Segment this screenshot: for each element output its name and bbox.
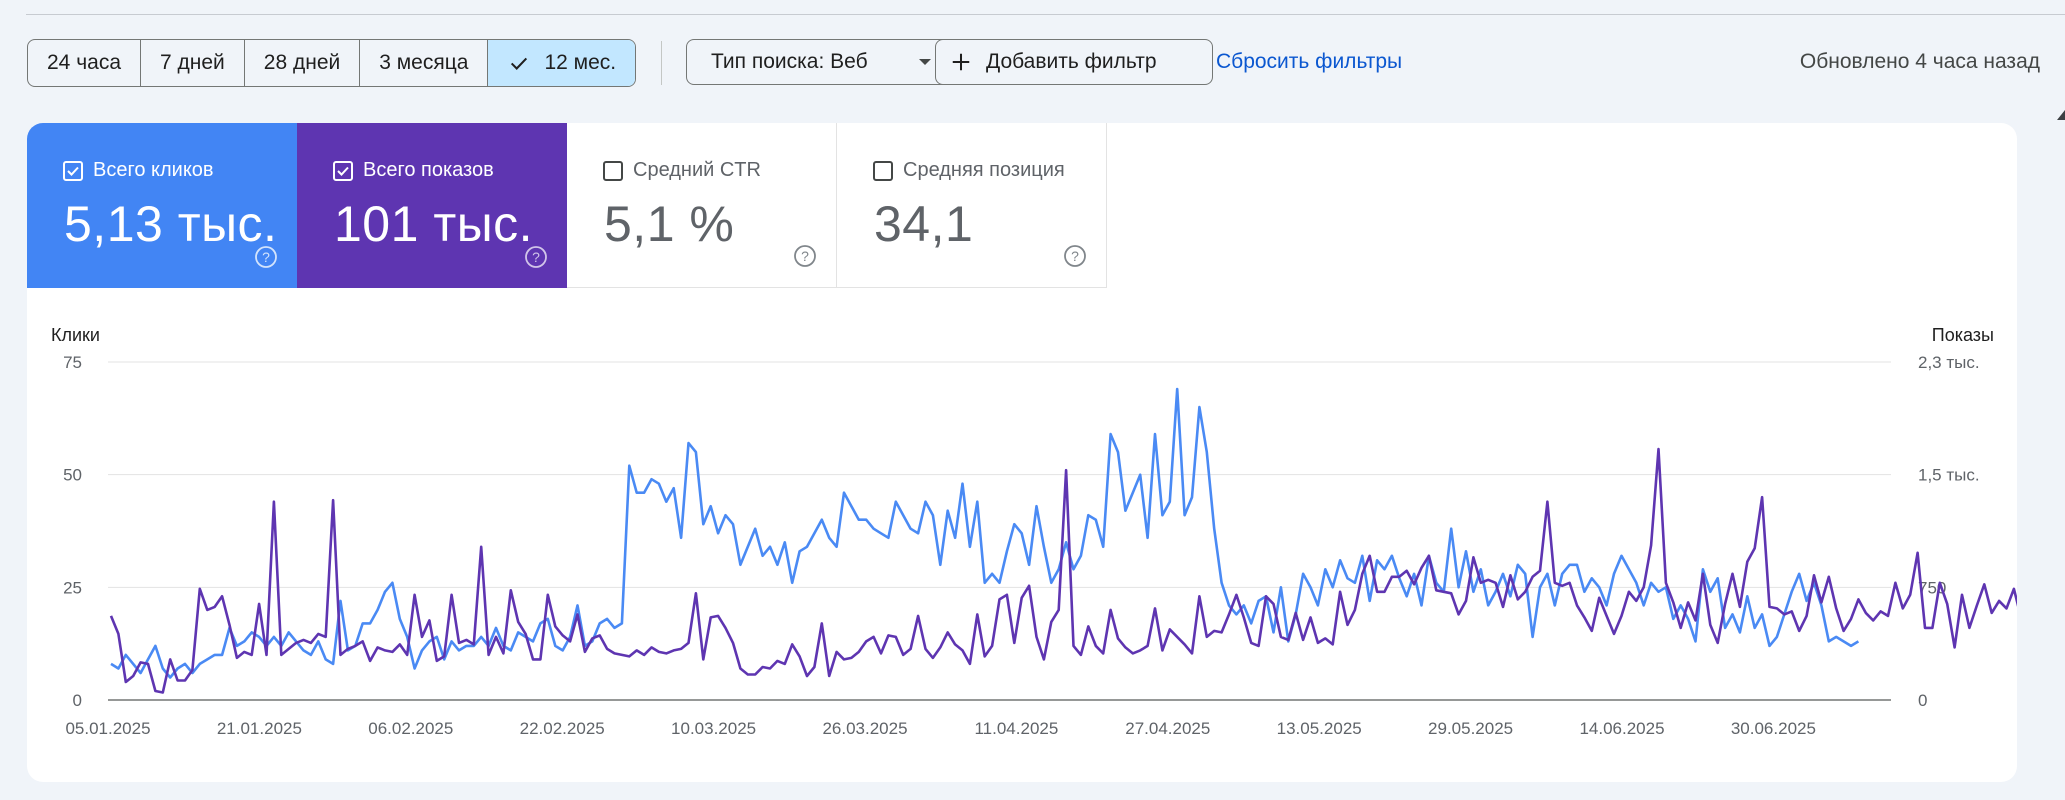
y-tick-label-left: 75 [63,353,82,372]
metric-label: Всего показов [363,159,494,181]
updated-status: Обновлено 4 часа назад [1799,50,2040,73]
chevron-down-icon [919,59,931,65]
range-3m-label: 3 месяца [379,51,469,74]
metric-card-impressions[interactable]: Всего показов 101 тыс. ? [297,123,567,288]
checkbox-checked-icon[interactable] [63,160,83,181]
plus-icon [952,53,970,71]
metric-label-row: Средний CTR [603,159,761,182]
search-type-dropdown[interactable]: Тип поиска: Веб [686,39,950,85]
svg-text:?: ? [532,249,540,265]
x-tick-label: 27.04.2025 [1125,719,1210,738]
y-tick-label-left: 25 [63,578,82,597]
range-28d[interactable]: 28 дней [245,40,361,86]
check-icon [511,57,528,70]
metric-label: Средняя позиция [903,159,1065,181]
top-divider [26,14,2065,15]
range-3m[interactable]: 3 месяца [360,40,489,86]
search-type-label: Тип поиска: Веб [711,50,868,73]
metric-value: 101 тыс. [334,196,534,252]
x-tick-label: 30.06.2025 [1731,719,1816,738]
metric-label: Всего кликов [93,159,214,181]
add-filter-button[interactable]: Добавить фильтр [935,39,1213,85]
x-tick-label: 13.05.2025 [1277,719,1362,738]
svg-text:?: ? [1071,248,1079,264]
range-12m-label: 12 мес. [544,51,617,74]
reset-filters-link[interactable]: Сбросить фильтры [1216,50,1403,73]
metric-card-position[interactable]: Средняя позиция 34,1 ? [837,123,1107,288]
x-tick-label: 29.05.2025 [1428,719,1513,738]
x-tick-label: 11.04.2025 [974,719,1058,738]
x-tick-label: 22.02.2025 [520,719,605,738]
y-tick-label-left: 0 [73,691,82,710]
range-12m[interactable]: 12 мес. [488,40,636,86]
x-tick-label: 21.01.2025 [217,719,302,738]
toolbar-divider [661,41,662,85]
y-axis-title-right: Показы [1932,325,1994,345]
range-7d[interactable]: 7 дней [141,40,245,86]
checkbox-checked-icon[interactable] [333,160,353,181]
add-filter-label: Добавить фильтр [986,50,1157,73]
series-line-impressions [109,447,2017,694]
date-toolbar: 24 часа 7 дней 28 дней 3 месяца 12 мес. … [27,39,2045,87]
x-tick-label: 05.01.2025 [65,719,150,738]
metric-label: Средний CTR [633,159,761,181]
metric-value: 34,1 [874,196,974,252]
y-tick-label-right: 0 [1918,691,1927,710]
date-range-selector: 24 часа 7 дней 28 дней 3 месяца 12 мес. [27,39,637,87]
help-icon[interactable]: ? [254,245,278,269]
x-tick-label: 26.03.2025 [822,719,907,738]
metric-label-row: Всего кликов [63,159,214,182]
svg-text:?: ? [262,249,270,265]
svg-text:?: ? [801,248,809,264]
x-tick-label: 14.06.2025 [1579,719,1664,738]
help-icon[interactable]: ? [1063,244,1087,268]
range-7d-label: 7 дней [160,51,225,74]
y-axis-title-left: Клики [51,325,100,345]
x-tick-label: 06.02.2025 [368,719,453,738]
y-tick-label-left: 50 [63,466,82,485]
checkbox-unchecked-icon[interactable] [873,160,893,181]
range-28d-label: 28 дней [263,51,341,74]
x-tick-label: 10.03.2025 [671,719,756,738]
range-24h-label: 24 часа [47,51,121,74]
metric-card-ctr[interactable]: Средний CTR 5,1 % ? [567,123,837,288]
performance-panel: Всего кликов 5,13 тыс. ? Всего показов 1… [27,123,2017,782]
scrollbar-arrow[interactable] [2057,110,2065,120]
y-tick-label-right: 1,5 тыс. [1918,466,1980,485]
y-tick-label-right: 2,3 тыс. [1918,353,1980,372]
metric-card-clicks[interactable]: Всего кликов 5,13 тыс. ? [27,123,297,288]
metric-value: 5,1 % [604,196,735,252]
help-icon[interactable]: ? [524,245,548,269]
metric-value: 5,13 тыс. [64,196,278,252]
help-icon[interactable]: ? [793,244,817,268]
range-24h[interactable]: 24 часа [28,40,141,86]
series-line-clicks [110,387,1860,679]
metric-label-row: Всего показов [333,159,494,182]
checkbox-unchecked-icon[interactable] [603,160,623,181]
metric-label-row: Средняя позиция [873,159,1065,182]
